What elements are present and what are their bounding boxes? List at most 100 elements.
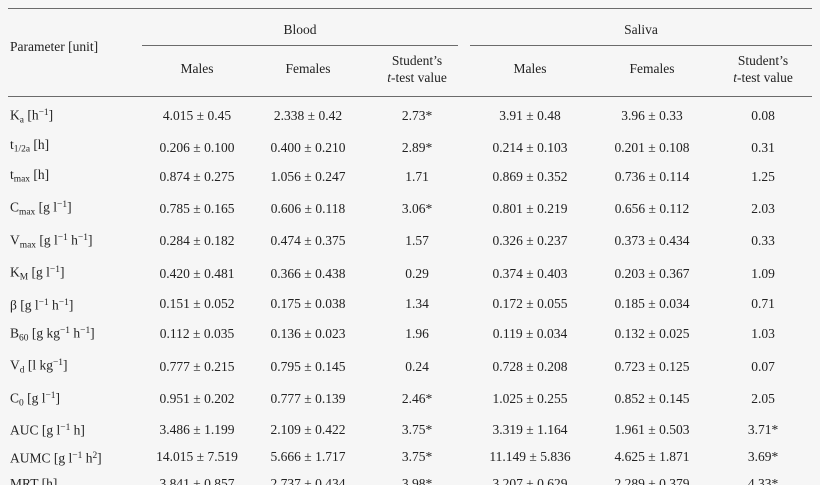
saliva-females-value: 0.736 ± 0.114 [614,169,690,185]
column-header-saliva-females: Females [590,46,715,97]
blood-ttest-value: 0.29 [405,265,429,281]
column-header-blood-females: Females [252,46,364,97]
blood-ttest-value: 1.34 [405,295,429,311]
blood-females-value: 0.136 ± 0.023 [270,326,346,342]
column-header-blood-males: Males [142,46,252,97]
saliva-males-value: 1.025 ± 0.255 [492,391,568,407]
saliva-males-value: 3.91 ± 0.48 [499,108,561,124]
saliva-males-value: 0.172 ± 0.055 [492,295,568,311]
blood-males-value: 0.951 ± 0.202 [159,391,235,407]
group-header-saliva: Saliva [470,9,813,46]
parameter-label: MRT [h] [8,471,142,485]
parameter-label: KM [g l−1] [10,264,65,283]
blood-males-value: 3.486 ± 1.199 [159,421,235,437]
table-row: tmax [h] 0.874 ± 0.275 1.056 ± 0.247 1.7… [8,163,812,193]
blood-females-value: 0.366 ± 0.438 [270,265,346,281]
parameter-label: β [g l−1 h−1] [10,297,74,313]
blood-ttest-value: 3.75* [401,449,433,465]
saliva-ttest-value: 0.07 [751,358,775,374]
saliva-males-value: 0.214 ± 0.103 [492,139,568,155]
group-header-row: Parameter [unit] Blood Saliva [8,8,813,97]
parameter-label: Cmax [g l−1] [10,199,72,218]
saliva-ttest-value: 1.25 [751,169,775,185]
group-header-blood: Blood [142,9,470,46]
saliva-females-value: 2.289 ± 0.379 [590,471,715,485]
blood-ttest-value: 2.73* [401,108,433,124]
parameter-label: AUMC [g l−1 h2] [10,450,102,466]
blood-males-value: 4.015 ± 0.45 [162,108,232,124]
column-header-saliva-ttest: Student’s t-test value [714,46,813,97]
blood-ttest-value: 3.98* [364,471,471,485]
saliva-ttest-value: 1.09 [751,265,775,281]
subheader-row: Males Females Student’s t-test value Male… [8,46,813,97]
table-row: Vd [l kg−1] 0.777 ± 0.215 0.795 ± 0.145 … [8,350,812,383]
saliva-males-value: 0.728 ± 0.208 [492,358,568,374]
parameter-label: tmax [h] [10,167,50,185]
saliva-females-value: 1.961 ± 0.503 [614,421,690,437]
saliva-males-value: 0.374 ± 0.403 [492,265,568,281]
column-header-saliva-males: Males [470,46,591,97]
saliva-ttest-value: 3.71* [747,421,779,437]
table-row: AUC [g l−1 h] 3.486 ± 1.199 2.109 ± 0.42… [8,416,812,444]
blood-females-value: 0.795 ± 0.145 [270,358,346,374]
saliva-females-value: 0.852 ± 0.145 [614,391,690,407]
parameter-label: Ka [h−1] [10,107,54,126]
saliva-males-value: 3.319 ± 1.164 [492,421,568,437]
saliva-ttest-value: 0.08 [751,108,775,124]
pharmacokinetic-parameters-table: Parameter [unit] Blood Saliva Males Fema… [8,8,813,485]
blood-ttest-value: 2.89* [401,139,433,155]
table-row: C0 [g l−1] 0.951 ± 0.202 0.777 ± 0.139 2… [8,383,812,416]
table-row: AUMC [g l−1 h2] 14.015 ± 7.519 5.666 ± 1… [8,443,812,471]
blood-females-value: 2.737 ± 0.434 [252,471,364,485]
blood-ttest-value: 1.96 [405,326,429,342]
blood-males-value: 0.785 ± 0.165 [159,200,235,216]
parameter-label: B60 [g kg−1 h−1] [10,325,95,343]
saliva-males-value: 0.869 ± 0.352 [492,169,568,185]
saliva-males-value: 11.149 ± 5.836 [489,449,571,465]
table-row: β [g l−1 h−1] 0.151 ± 0.052 0.175 ± 0.03… [8,290,812,318]
blood-males-value: 0.874 ± 0.275 [159,169,235,185]
saliva-females-value: 3.96 ± 0.33 [621,108,683,124]
saliva-males-value: 0.326 ± 0.237 [492,233,568,249]
saliva-females-value: 0.656 ± 0.112 [614,200,690,216]
column-header-parameter: Parameter [unit] [8,8,142,97]
saliva-females-value: 0.203 ± 0.367 [614,265,690,281]
blood-males-value: 14.015 ± 7.519 [156,449,238,465]
blood-ttest-value: 3.06* [401,200,433,216]
blood-ttest-value: 1.71 [405,169,429,185]
saliva-females-value: 0.373 ± 0.434 [614,233,690,249]
blood-females-value: 5.666 ± 1.717 [270,449,346,465]
saliva-ttest-value: 0.33 [751,233,775,249]
saliva-females-value: 0.132 ± 0.025 [614,326,690,342]
blood-females-value: 1.056 ± 0.247 [270,169,346,185]
blood-ttest-value: 3.75* [401,421,433,437]
parameter-label: t1/2a [h] [10,137,50,155]
blood-females-value: 0.606 ± 0.118 [270,200,346,216]
group-label-saliva: Saliva [624,22,658,37]
saliva-males-value: 0.119 ± 0.034 [492,326,568,342]
parameter-label: AUC [g l−1 h] [10,422,85,438]
blood-ttest-value: 0.24 [405,358,429,374]
blood-ttest-value: 1.57 [405,233,429,249]
blood-males-value: 0.777 ± 0.215 [159,358,235,374]
table-body: Ka [h−1] 4.015 ± 0.45 2.338 ± 0.42 2.73*… [8,96,813,485]
blood-females-value: 2.109 ± 0.422 [270,421,346,437]
saliva-ttest-value: 0.31 [751,139,775,155]
saliva-males-value: 0.801 ± 0.219 [492,200,568,216]
parameter-label: Vmax [g l−1 h−1] [10,232,93,250]
table-row: KM [g l−1] 0.420 ± 0.481 0.366 ± 0.438 0… [8,257,812,290]
blood-males-value: 0.420 ± 0.481 [159,265,235,281]
blood-females-value: 0.175 ± 0.038 [270,295,346,311]
table-row: MRT [h] 3.841 ± 0.857 2.737 ± 0.434 3.98… [8,471,813,485]
parameter-label: C0 [g l−1] [10,390,61,408]
column-header-blood-ttest: Student’s t-test value [364,46,471,97]
blood-males-value: 0.112 ± 0.035 [159,326,235,342]
table-row: Cmax [g l−1] 0.785 ± 0.165 0.606 ± 0.118… [8,192,812,225]
saliva-ttest-value: 2.05 [751,391,775,407]
saliva-ttest-value: 4.33* [714,471,813,485]
table-row: t1/2a [h] 0.206 ± 0.100 0.400 ± 0.210 2.… [8,133,812,163]
blood-males-value: 3.841 ± 0.857 [142,471,252,485]
saliva-females-value: 4.625 ± 1.871 [614,449,690,465]
table-row: B60 [g kg−1 h−1] 0.112 ± 0.035 0.136 ± 0… [8,318,812,351]
